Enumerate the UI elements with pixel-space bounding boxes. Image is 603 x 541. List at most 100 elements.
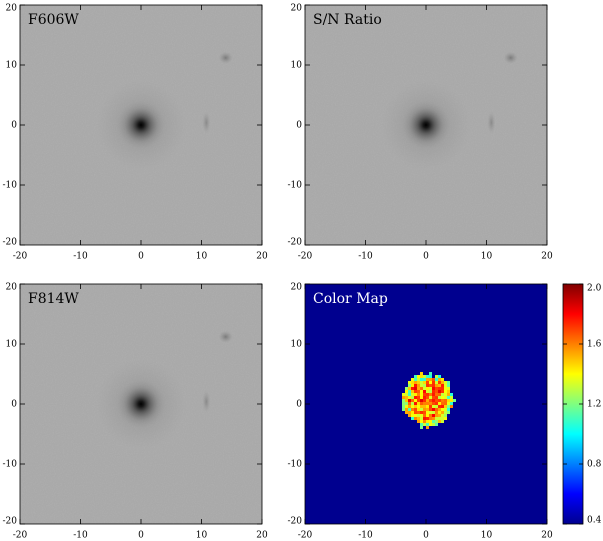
color-pixel (411, 390, 414, 393)
x-tick-label: 10 (481, 252, 493, 262)
color-pixel (429, 384, 432, 387)
color-pixel (441, 399, 444, 402)
panel (305, 5, 547, 245)
y-tick-label: -10 (3, 460, 18, 470)
color-pixel (444, 390, 447, 393)
x-tick-label: 20 (256, 531, 268, 541)
color-pixel (423, 405, 426, 408)
panel-title: F606W (28, 12, 79, 28)
color-pixel (432, 378, 435, 381)
color-pixel (435, 387, 438, 390)
color-pixel (429, 423, 432, 426)
color-pixel (441, 402, 444, 405)
color-pixel (426, 384, 429, 387)
color-pixel (435, 384, 438, 387)
color-pixel (417, 405, 420, 408)
color-pixel (444, 396, 447, 399)
color-pixel (423, 423, 426, 426)
color-pixel (429, 414, 432, 417)
color-pixel (429, 387, 432, 390)
color-pixel (447, 381, 450, 384)
y-tick-label: -10 (288, 460, 303, 470)
color-pixel (441, 417, 444, 420)
color-pixel (402, 396, 405, 399)
color-pixel (408, 387, 411, 390)
faint-source (218, 330, 233, 343)
color-pixel (408, 396, 411, 399)
color-pixel (414, 399, 417, 402)
color-pixel (423, 381, 426, 384)
color-pixel (408, 411, 411, 414)
color-pixel (429, 405, 432, 408)
color-pixel (408, 384, 411, 387)
color-pixel (420, 399, 423, 402)
color-pixel (453, 399, 456, 402)
color-pixel (417, 399, 420, 402)
color-pixel (411, 396, 414, 399)
color-pixel (432, 384, 435, 387)
color-pixel (432, 408, 435, 411)
color-pixel (441, 381, 444, 384)
color-pixel (441, 405, 444, 408)
color-pixel (408, 390, 411, 393)
x-tick-label: 10 (481, 531, 493, 541)
color-pixel (432, 414, 435, 417)
color-pixel (429, 372, 432, 375)
y-tick-label: -20 (288, 517, 303, 527)
x-tick-label: 0 (423, 531, 429, 541)
color-pixel (447, 402, 450, 405)
x-tick-label: -10 (73, 252, 88, 262)
color-pixel (420, 384, 423, 387)
color-pixel (414, 384, 417, 387)
color-pixel (435, 390, 438, 393)
color-pixel (438, 381, 441, 384)
y-tick-label: 20 (291, 4, 303, 14)
color-pixel (402, 393, 405, 396)
colorbar-tick-label: 1.6 (587, 340, 602, 350)
color-pixel (438, 417, 441, 420)
color-pixel (438, 411, 441, 414)
color-pixel (420, 414, 423, 417)
color-pixel (444, 381, 447, 384)
color-pixel (426, 378, 429, 381)
color-pixel (438, 399, 441, 402)
color-pixel (417, 393, 420, 396)
color-pixel (423, 393, 426, 396)
faint-source (202, 390, 211, 413)
color-pixel (438, 402, 441, 405)
color-pixel (417, 420, 420, 423)
color-pixel (429, 420, 432, 423)
color-pixel (441, 408, 444, 411)
color-pixel (414, 414, 417, 417)
color-pixel (420, 396, 423, 399)
color-pixel (420, 420, 423, 423)
color-pixel (435, 381, 438, 384)
color-pixel (420, 405, 423, 408)
color-pixel (429, 402, 432, 405)
color-pixel (444, 417, 447, 420)
color-pixel (438, 375, 441, 378)
y-tick-label: 0 (11, 121, 17, 131)
color-pixel (411, 381, 414, 384)
color-pixel (426, 393, 429, 396)
x-tick-label: 10 (196, 531, 208, 541)
color-pixel (435, 408, 438, 411)
color-pixel (432, 420, 435, 423)
x-tick-label: 20 (256, 252, 268, 262)
color-pixel (408, 408, 411, 411)
color-pixel (447, 408, 450, 411)
faint-source (218, 51, 233, 64)
color-pixel (447, 396, 450, 399)
y-tick-label: 10 (291, 61, 303, 71)
color-pixel (447, 399, 450, 402)
y-tick-label: -20 (288, 238, 303, 248)
color-pixel (450, 393, 453, 396)
color-pixel (435, 378, 438, 381)
color-pixel (444, 402, 447, 405)
color-pixel (435, 396, 438, 399)
x-tick-label: -20 (13, 252, 28, 262)
color-pixel (441, 387, 444, 390)
color-pixel (429, 408, 432, 411)
panel (20, 5, 262, 245)
x-tick-label: -10 (358, 252, 373, 262)
